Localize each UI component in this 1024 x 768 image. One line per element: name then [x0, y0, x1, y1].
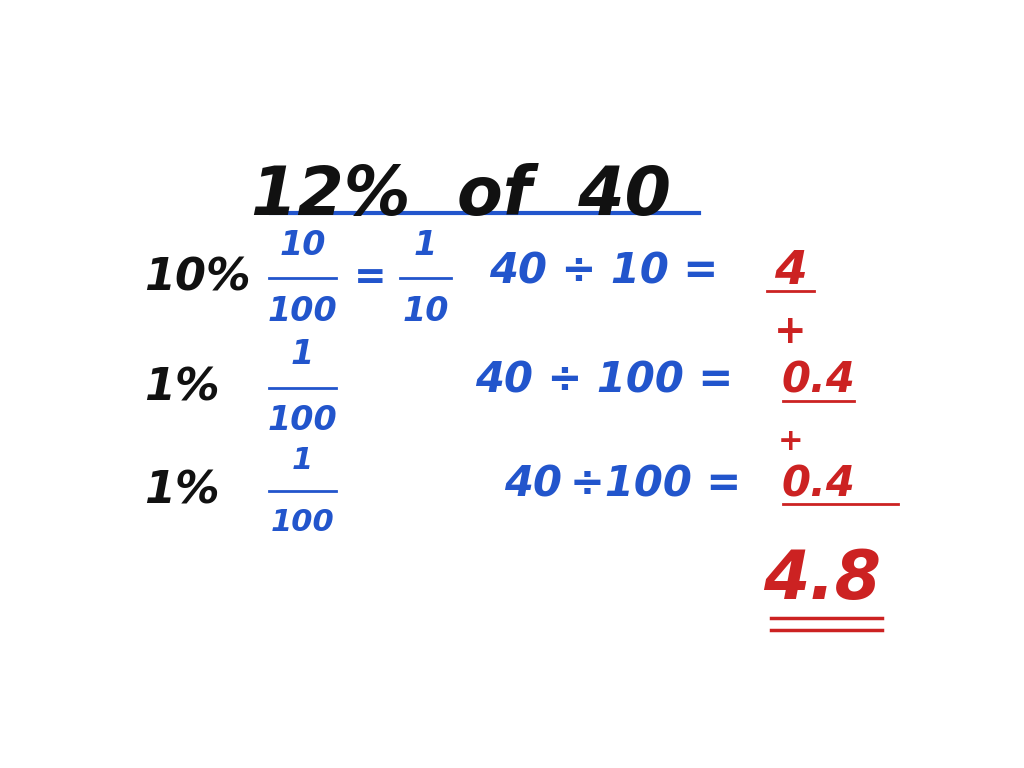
Text: 10: 10 — [280, 229, 326, 262]
Text: 0.4: 0.4 — [781, 359, 855, 402]
Text: 10%: 10% — [143, 257, 251, 300]
Text: 4.8: 4.8 — [764, 547, 882, 613]
Text: 100: 100 — [267, 295, 338, 328]
Text: 100: 100 — [270, 508, 335, 537]
Text: 1%: 1% — [143, 366, 219, 409]
Text: 100: 100 — [267, 405, 338, 438]
Text: 4: 4 — [774, 249, 807, 294]
Text: ÷100 =: ÷100 = — [570, 463, 741, 505]
Text: 40 ÷ 100 =: 40 ÷ 100 = — [475, 359, 733, 402]
Text: 10: 10 — [402, 295, 449, 328]
Text: +: + — [774, 313, 807, 351]
Text: 40: 40 — [504, 463, 562, 505]
Text: 1: 1 — [291, 338, 314, 371]
Text: 1%: 1% — [143, 470, 219, 513]
Text: +: + — [778, 426, 804, 455]
Text: =: = — [353, 260, 386, 297]
Text: 40 ÷ 10 =: 40 ÷ 10 = — [489, 250, 719, 293]
Text: 12%  of  40: 12% of 40 — [251, 163, 672, 229]
Text: 0.4: 0.4 — [781, 463, 855, 505]
Text: 1: 1 — [414, 229, 437, 262]
Text: 1: 1 — [292, 445, 313, 475]
